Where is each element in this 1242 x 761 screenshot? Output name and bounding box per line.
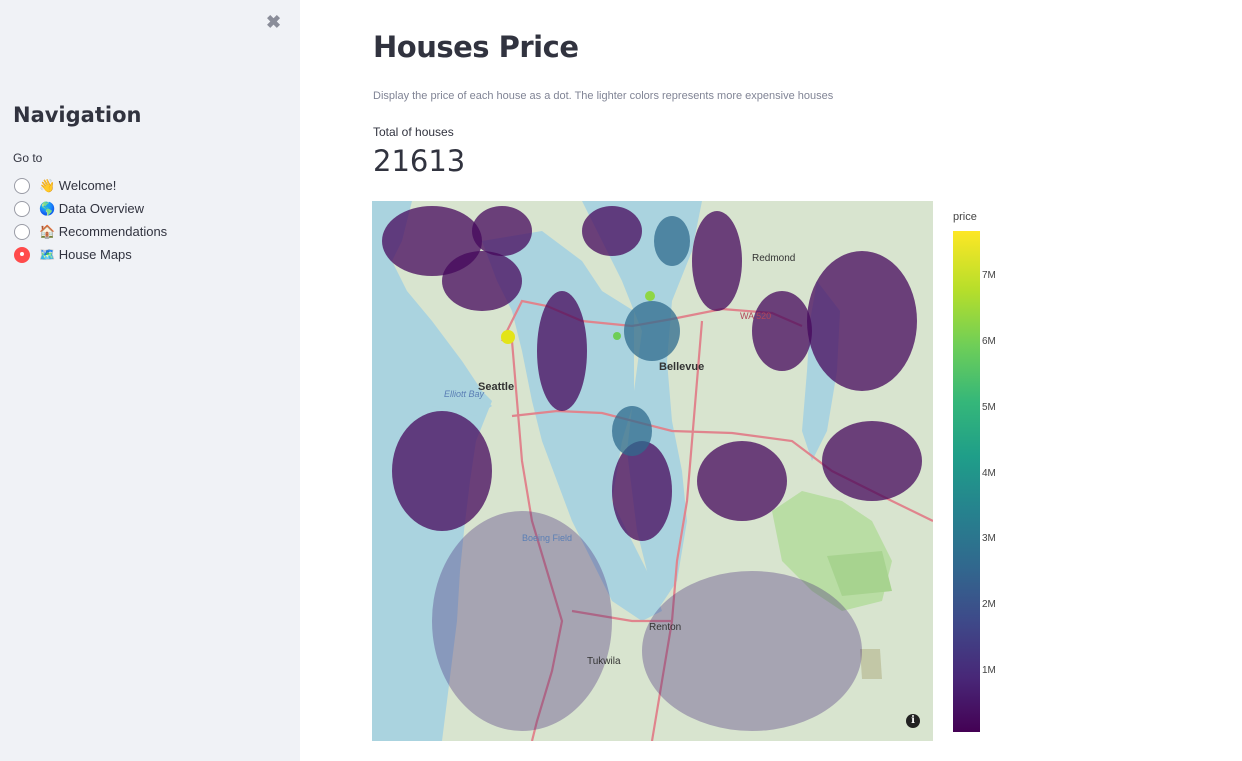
house-price-dots-dense <box>382 206 922 541</box>
map-label: WA 520 <box>740 311 771 321</box>
high-price-dot <box>501 330 515 344</box>
highway-405 <box>650 320 704 741</box>
elliott-bay-water <box>372 351 492 416</box>
navigation-radio-group: 👋 Welcome! 🌎 Data Overview 🏠 Recommendat… <box>14 174 167 266</box>
map-label: Tukwila <box>587 656 621 667</box>
cluster-dots <box>432 511 612 731</box>
map-label: Redmond <box>752 253 795 264</box>
cluster-dots <box>807 251 917 391</box>
high-price-dot <box>613 332 621 340</box>
map-label: Seattle <box>478 381 514 393</box>
colorbar-title: price <box>953 211 977 223</box>
cluster-dots <box>752 291 812 371</box>
close-sidebar-icon[interactable]: ✖ <box>266 12 282 32</box>
radio-option-data-overview[interactable]: 🌎 Data Overview <box>14 197 167 220</box>
park-area-east <box>827 551 892 596</box>
metric-label: Total of houses <box>373 125 454 139</box>
map-canvas: Seattle Bellevue Renton Tukwila Redmond … <box>372 201 933 741</box>
cluster-dots <box>654 216 690 266</box>
page-title: Houses Price <box>373 30 579 64</box>
radio-button[interactable] <box>14 223 30 240</box>
highway-connector <box>571 609 672 623</box>
cluster-dots <box>697 441 787 521</box>
colorbar-tick: 1M <box>982 665 996 676</box>
radio-button[interactable] <box>14 200 30 217</box>
cluster-dots <box>822 421 922 501</box>
house-price-dots-sparse <box>432 511 862 731</box>
radio-option-label: 👋 Welcome! <box>39 177 117 193</box>
cluster-dots <box>624 301 680 361</box>
sidebar-title: Navigation <box>13 103 142 127</box>
lake-washington-east <box>582 201 702 611</box>
lake-washington-west <box>482 231 662 621</box>
cluster-dots <box>392 411 492 531</box>
radio-option-welcome[interactable]: 👋 Welcome! <box>14 174 167 197</box>
radio-option-label: 🌎 Data Overview <box>39 200 145 216</box>
cluster-dots <box>692 211 742 311</box>
house-price-dots-mid <box>612 216 690 456</box>
info-icon[interactable]: i <box>906 714 920 728</box>
colorbar-tick: 7M <box>982 270 996 281</box>
sidebar: ✖ Navigation Go to 👋 Welcome! 🌎 Data Ove… <box>0 0 300 761</box>
house-price-map[interactable]: Seattle Bellevue Renton Tukwila Redmond … <box>372 201 933 741</box>
metric-value: 21613 <box>373 144 466 178</box>
radio-option-house-maps[interactable]: 🗺️ House Maps <box>14 243 167 266</box>
colorbar-tick: 4M <box>982 468 996 479</box>
map-label: Renton <box>649 622 681 633</box>
high-price-dot <box>645 291 655 301</box>
radio-option-label: 🏠 Recommendations <box>39 223 168 239</box>
colorbar-tick: 5M <box>982 402 996 413</box>
page-caption: Display the price of each house as a dot… <box>373 90 834 102</box>
radio-group-label: Go to <box>13 151 43 165</box>
cluster-dots <box>612 406 652 456</box>
cluster-dots <box>642 571 862 731</box>
cluster-dots <box>582 206 642 256</box>
colorbar-tick: 6M <box>982 336 996 347</box>
cluster-dots <box>442 251 522 311</box>
map-label: Elliott Bay <box>444 389 485 399</box>
map-label: Bellevue <box>659 361 704 373</box>
map-labels: Seattle Bellevue Renton Tukwila Redmond … <box>444 253 795 667</box>
highway-5 <box>510 340 564 741</box>
radio-button[interactable] <box>14 177 30 194</box>
quarry-area <box>860 649 882 679</box>
cluster-dots <box>472 206 532 256</box>
radio-button-selected[interactable] <box>14 246 30 263</box>
colorbar <box>953 231 980 732</box>
cluster-dots <box>612 441 672 541</box>
map-label: Boeing Field <box>522 533 572 543</box>
radio-option-label: 🗺️ House Maps <box>39 246 132 262</box>
radio-option-recommendations[interactable]: 🏠 Recommendations <box>14 220 167 243</box>
colorbar-tick: 3M <box>982 533 996 544</box>
cluster-dots <box>537 291 587 411</box>
colorbar-tick: 2M <box>982 599 996 610</box>
